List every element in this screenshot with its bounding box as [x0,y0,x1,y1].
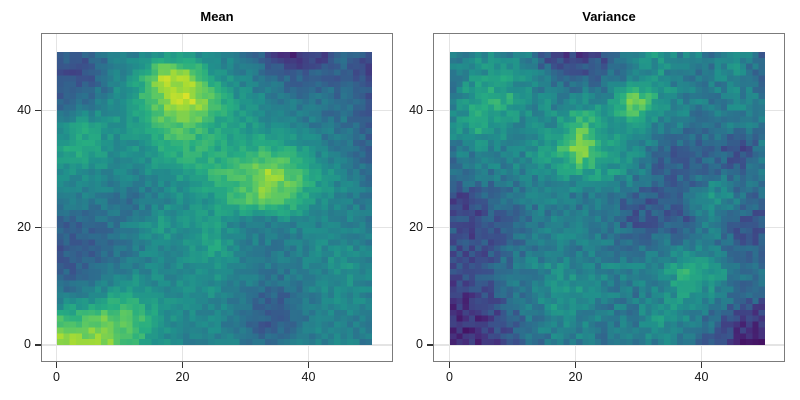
y-axis-tick-label: 0 [24,337,31,351]
y-axis-tick-label: 40 [409,102,423,117]
y-axis-tick [427,344,433,346]
x-axis-tick-label: 0 [53,370,60,384]
y-axis-tick [427,109,433,112]
x-axis-tick [181,362,184,368]
mean-panel-title: Mean [200,9,234,24]
mean-plot-frame [41,33,393,362]
y-axis-tick-label: 0 [416,337,423,351]
y-axis-tick-label: 20 [409,219,423,234]
x-axis-tick-label: 20 [568,370,583,384]
y-axis-tick [35,227,41,229]
y-axis-tick [427,227,433,229]
variance-heatmap-canvas [449,52,765,345]
y-axis-tick [35,109,41,112]
x-axis-tick-label: 0 [446,370,453,384]
y-axis-tick-label: 20 [17,219,31,234]
grid-line-x [55,33,58,362]
variance-panel-title: Variance [582,9,636,24]
x-axis-tick-label: 20 [175,370,190,384]
y-axis-tick-label: 40 [17,102,31,117]
variance-plot-frame [433,33,785,362]
x-axis-tick [574,362,577,368]
x-axis-tick [307,362,310,368]
x-axis-tick-label: 40 [694,370,709,384]
x-axis-tick [55,362,58,368]
x-axis-tick [700,362,703,368]
x-axis-tick [448,362,451,368]
x-axis-tick-label: 40 [301,370,316,384]
grid-line-x [448,33,451,362]
mean-heatmap-canvas [56,52,372,345]
y-axis-tick [35,344,41,346]
